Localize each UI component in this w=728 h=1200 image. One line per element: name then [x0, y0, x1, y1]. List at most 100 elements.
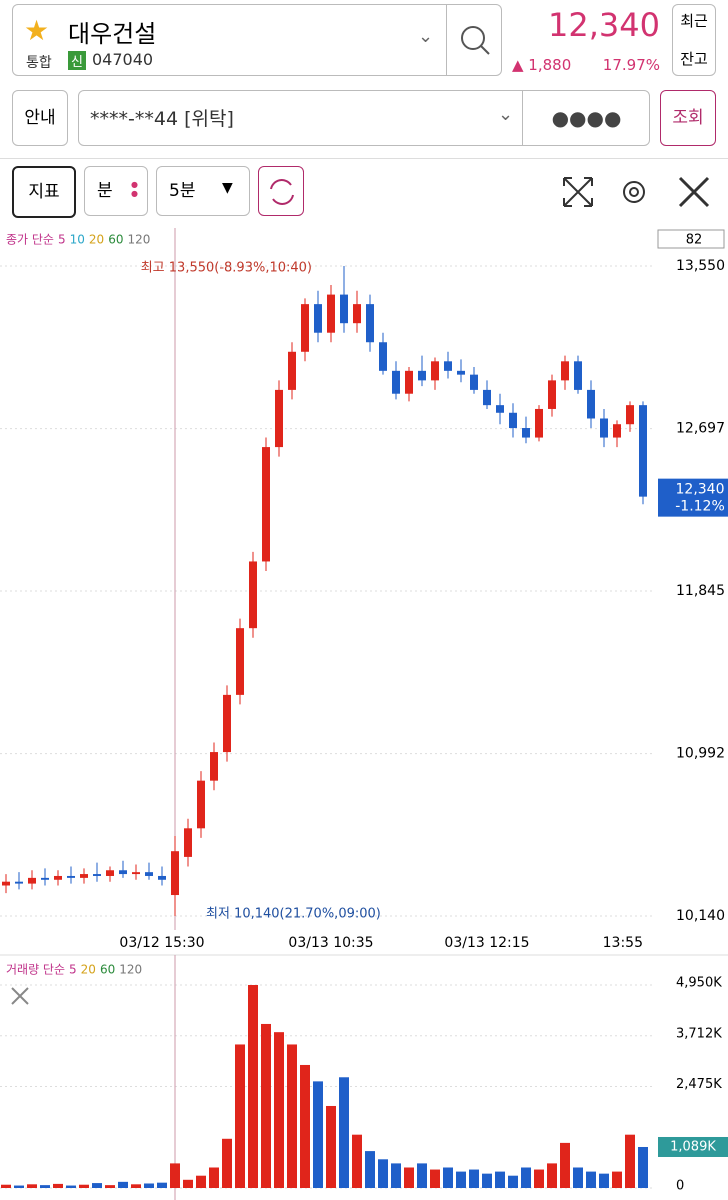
candle-body [145, 872, 153, 876]
volume-bar [560, 1142, 570, 1188]
volume-bar [287, 1044, 297, 1188]
candle-body [301, 304, 309, 352]
account-number: ****-**44 [위탁] [90, 108, 234, 130]
refresh-button[interactable] [258, 166, 304, 216]
search-button[interactable] [446, 4, 502, 76]
candle-body [496, 405, 504, 413]
candle-body [392, 370, 400, 394]
refresh-icon [270, 179, 294, 205]
candle-body [288, 351, 296, 390]
legend-item: 5 [69, 963, 77, 977]
candle-body [80, 874, 88, 878]
divider [0, 158, 728, 159]
volume-bar [430, 1169, 440, 1188]
candle-body [366, 304, 374, 343]
candle-body [431, 361, 439, 381]
x-tick-label: 03/13 10:35 [288, 935, 373, 951]
high-annotation: 최고 13,550(-8.93%,10:40) [141, 261, 312, 276]
volume-bar [157, 1182, 167, 1188]
interval-select[interactable]: 5분 [156, 166, 250, 216]
change-rate: 17.97% [602, 56, 660, 74]
price-tag-rate: -1.12% [675, 499, 725, 515]
volume-bar [53, 1183, 63, 1188]
candle-body [2, 881, 10, 886]
legend-item: 5 [58, 233, 66, 247]
volume-bar [261, 1023, 271, 1188]
volume-bar [404, 1167, 414, 1188]
guide-button[interactable]: 안내 [12, 90, 68, 146]
volume-bar [209, 1167, 219, 1188]
candle-body [236, 628, 244, 695]
candle-body [15, 881, 23, 884]
volume-bar [131, 1184, 141, 1188]
volume-bar [391, 1163, 401, 1188]
candle-body [132, 872, 140, 875]
volume-bar [170, 1163, 180, 1188]
volume-bar [92, 1183, 102, 1188]
candle-body [119, 870, 127, 875]
volume-bar [547, 1163, 557, 1188]
volume-bar [586, 1171, 596, 1188]
y-tick-label: 10,992 [676, 746, 725, 762]
candle-body [613, 424, 621, 438]
stock-box[interactable] [12, 4, 502, 76]
y-tick-label: 10,140 [676, 908, 725, 924]
volume-bar [495, 1171, 505, 1188]
candle-body [28, 877, 36, 884]
candle-body [171, 851, 179, 896]
legend-item: 종가 단순 [6, 233, 54, 247]
volume-bar [235, 1044, 245, 1188]
volume-bar [1, 1184, 11, 1188]
volume-bar [144, 1183, 154, 1188]
y-tick-label: 4,950K [676, 976, 722, 991]
dropdown[interactable]: ⌄ [418, 26, 434, 47]
star-icon[interactable]: ★ [24, 14, 50, 47]
stock-name: 대우건설 [68, 20, 157, 48]
candle-body [587, 389, 595, 419]
candle-body [626, 405, 634, 425]
candle-body [405, 370, 413, 394]
volume-bar [612, 1171, 622, 1188]
unit-button[interactable]: 분 [84, 166, 148, 216]
y-tick-label: 3,712K [676, 1026, 722, 1041]
volume-bar [534, 1169, 544, 1188]
recent-button[interactable]: 최근 [680, 12, 708, 30]
dropdown[interactable]: ⌄ [498, 104, 514, 125]
volume-bar [118, 1181, 128, 1188]
candle-body [93, 874, 101, 876]
y-tick-label: 0 [676, 1179, 684, 1194]
volume-bar [417, 1163, 427, 1188]
dots: ● ● [131, 180, 138, 198]
candle-body [210, 752, 218, 781]
volume-bar [365, 1151, 375, 1188]
query-button[interactable]: 조회 [660, 90, 716, 146]
tool-icons[interactable] [556, 170, 716, 214]
volume-bar [40, 1185, 50, 1188]
y-tick-label: 13,550 [676, 258, 725, 274]
side-buttons [672, 4, 716, 76]
close-icon [11, 987, 29, 1005]
balance-button[interactable]: 잔고 [680, 50, 708, 68]
candle-body [223, 694, 231, 753]
candle-body [561, 361, 569, 381]
legend-item: 10 [70, 233, 85, 247]
volume-bar [443, 1167, 453, 1188]
legend-item: 120 [127, 233, 150, 247]
x-tick-label: 03/12 15:30 [119, 935, 204, 951]
candle-body [600, 418, 608, 438]
candle-body [275, 389, 283, 448]
candle-body [158, 875, 166, 880]
volume-bar [248, 985, 258, 1188]
volume-bar [638, 1146, 648, 1188]
volume-bar [469, 1169, 479, 1188]
volume-bar [196, 1175, 206, 1188]
legend-item: 60 [100, 963, 115, 977]
volume-bar [66, 1185, 76, 1188]
candle-body [67, 875, 75, 878]
candle-body [483, 389, 491, 406]
password[interactable]: ●●●● [522, 90, 650, 146]
indicator-button[interactable]: 지표 [12, 166, 76, 218]
credit-tag: 신 [68, 51, 86, 70]
account-box[interactable] [78, 90, 650, 146]
